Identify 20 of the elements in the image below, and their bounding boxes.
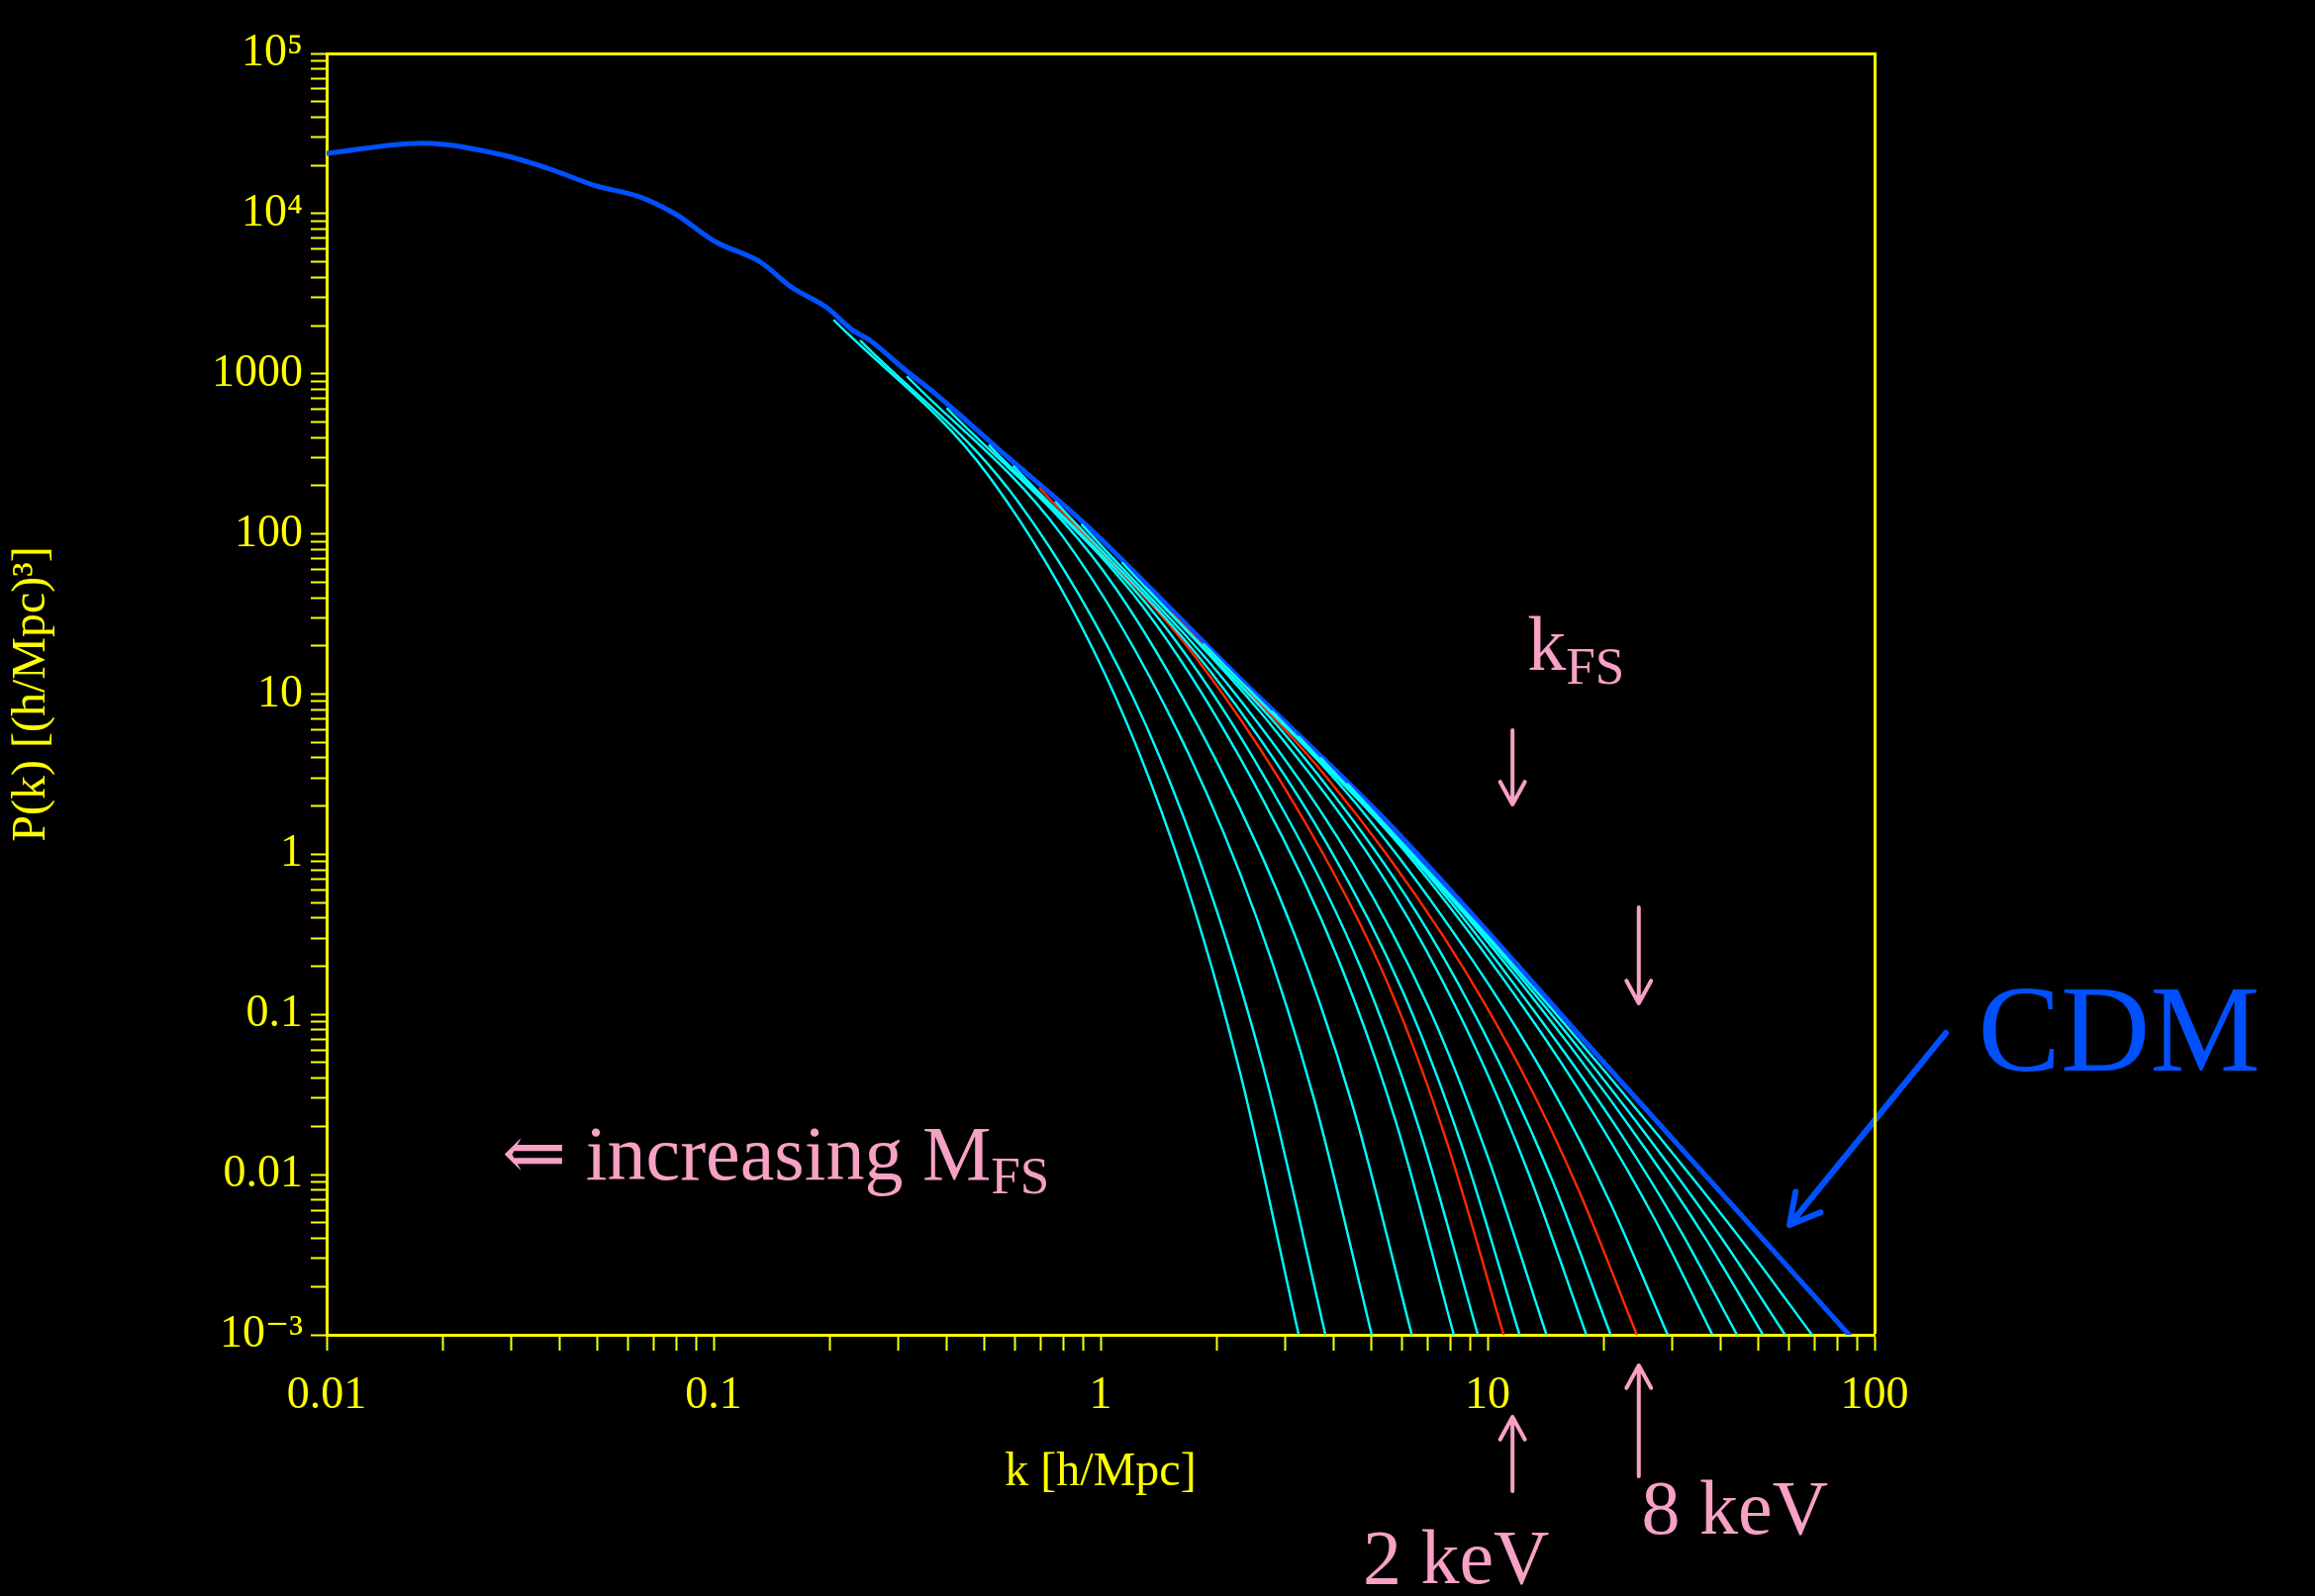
y-tick-label: 0.01 [223, 1146, 303, 1197]
y-tick-label: 100 [235, 505, 303, 556]
y-axis-title: P(k) [(h/Mpc)³] [2, 546, 56, 842]
x-tick-label: 10 [1465, 1366, 1510, 1418]
y-tick-label: 10 [257, 665, 303, 716]
y-tick-label: 0.1 [245, 986, 303, 1037]
y-tick-label: 1000 [212, 344, 303, 396]
text: CDM [1977, 960, 2261, 1097]
x-axis-title: k [h/Mpc] [1005, 1442, 1197, 1495]
x-tick-label: 1 [1089, 1366, 1112, 1418]
x-tick-label: 0.1 [685, 1366, 742, 1418]
annotation: 2 keV [1362, 1514, 1550, 1596]
y-tick-label: 10⁴ [241, 184, 303, 235]
y-tick-label: 10⁻³ [219, 1306, 303, 1358]
annotation: k$_{FS}$ [1527, 600, 1625, 696]
x-tick-label: 100 [1840, 1366, 1909, 1418]
annotation: 8 keV [1641, 1464, 1828, 1550]
y-tick-label: 10⁵ [241, 25, 303, 76]
y-tick-label: 1 [280, 825, 303, 877]
annotation: ⇐ increasing M$_{FS}$ [502, 1109, 1050, 1205]
